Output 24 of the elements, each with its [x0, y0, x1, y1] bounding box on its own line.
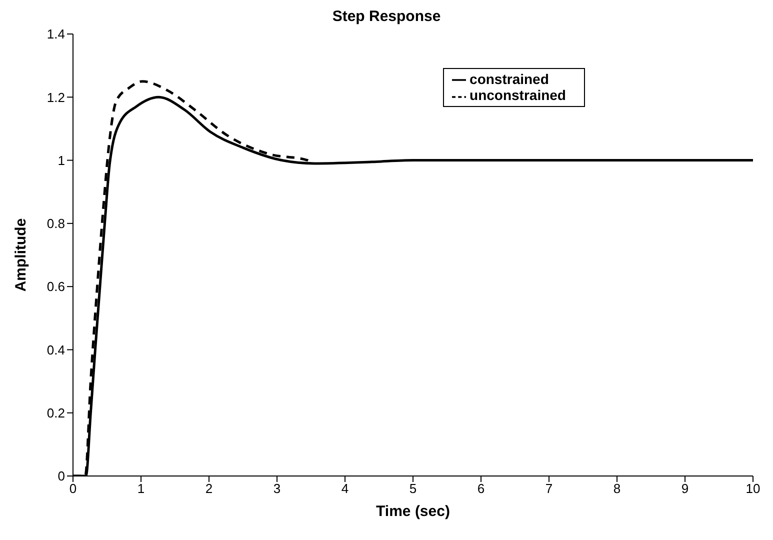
- x-tick-label: 10: [746, 481, 760, 496]
- x-tick-label: 7: [545, 481, 553, 496]
- x-tick-label: 2: [205, 481, 213, 496]
- x-axis-title: Time (sec): [376, 503, 450, 520]
- y-tick-label: 0.2: [46, 405, 65, 420]
- x-tick-label: 8: [613, 481, 621, 496]
- x-tick-label: 6: [477, 481, 485, 496]
- y-tick-label: 0.8: [46, 216, 65, 232]
- y-tick-label: 1: [58, 152, 65, 168]
- y-tick-label: 0.6: [46, 279, 65, 294]
- x-tick-label: 9: [681, 481, 689, 496]
- y-tick-label: 0.4: [46, 342, 65, 358]
- y-axis-title: Amplitude: [12, 218, 30, 292]
- x-tick-label: 1: [137, 481, 145, 496]
- x-tick-label: 0: [69, 481, 77, 496]
- x-tick-label: 3: [273, 481, 281, 496]
- legend-label: unconstrained: [470, 87, 566, 104]
- y-tick-label: 1.2: [46, 90, 65, 105]
- x-tick-label: 5: [409, 481, 417, 496]
- chart-title: Step Response: [331, 8, 442, 27]
- y-tick-label: 1.4: [46, 26, 65, 42]
- y-tick-label: 0: [58, 468, 65, 484]
- legend-label: constrained: [470, 71, 549, 87]
- x-tick-label: 4: [341, 481, 349, 496]
